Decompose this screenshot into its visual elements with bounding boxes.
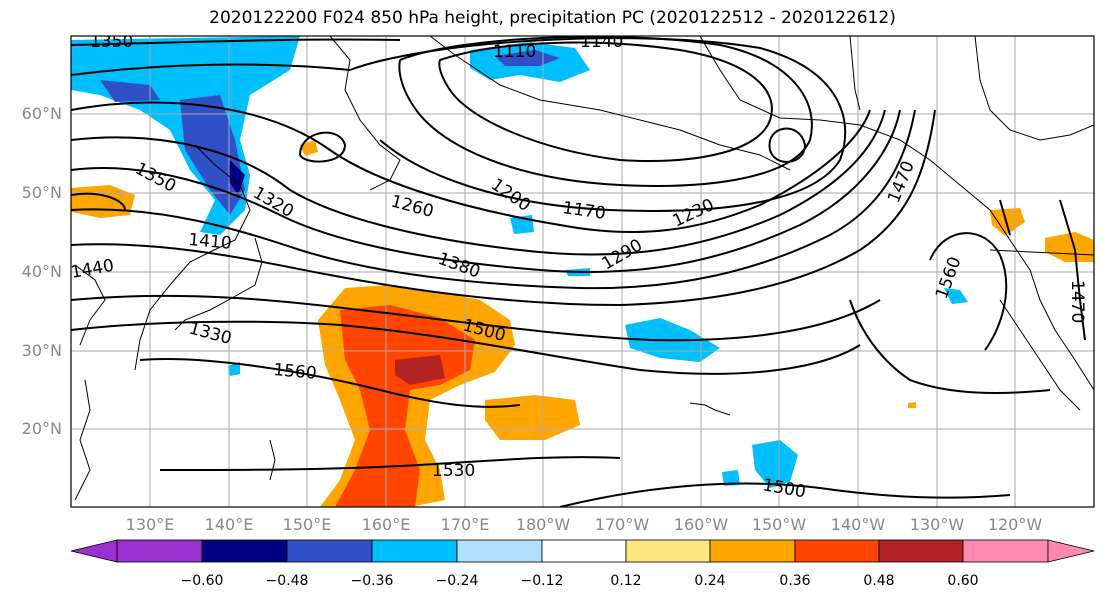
lon-label: 130°W [909,515,965,534]
contour-label: 1110 [493,42,536,62]
colorbar-tick-label: −0.48 [265,573,309,589]
colorbar-tick-label: 0.48 [863,573,895,589]
lon-label: 150°W [751,515,807,534]
lon-label: 160°E [361,515,411,534]
map-frame [70,35,1095,508]
lon-label: 160°W [673,515,729,534]
colorbar-tick-label: −0.12 [520,573,564,589]
contour-label: 1560 [273,360,318,384]
map-title: 2020122200 F024 850 hPa height, precipit… [209,8,896,28]
colorbar-tick-label: −0.36 [350,573,394,589]
lon-label: 130°E [125,515,175,534]
lat-label: 50°N [21,183,62,202]
colorbar-tick-label: 0.12 [610,573,642,589]
contour-label: 1470 [1067,280,1087,323]
contour-label: 1410 [188,230,233,254]
colorbar-tick-label: 0.36 [779,573,811,589]
lon-label: 180°W [515,515,571,534]
lon-label: 140°E [204,515,254,534]
lat-label: 40°N [21,262,62,281]
lon-label: 170°E [440,515,490,534]
contour-label: 1350 [90,32,133,52]
coastlines [74,36,1094,501]
lat-label: 20°N [21,419,62,438]
colorbar [70,539,1095,563]
colorbar-tick-label: 0.60 [947,573,979,589]
colorbar-tick-label: 0.24 [694,573,726,589]
lon-label: 120°W [987,515,1043,534]
contour-label: 1140 [580,32,623,52]
lat-label: 30°N [21,341,62,360]
contour-label: 1530 [432,461,475,481]
colorbar-extend-low [70,539,118,563]
colorbar-tick-label: −0.24 [435,573,479,589]
lat-label: 60°N [21,104,62,123]
lon-label: 150°E [282,515,332,534]
colorbar-extend-high [1047,539,1095,563]
height-contours [71,36,1086,507]
lon-label: 170°W [594,515,650,534]
colorbar-tick-label: −0.60 [180,573,224,589]
lon-label: 140°W [830,515,886,534]
